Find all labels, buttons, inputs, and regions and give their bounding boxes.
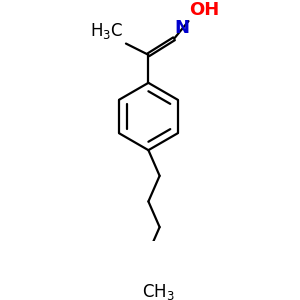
- Text: OH: OH: [189, 1, 220, 19]
- Text: $\mathregular{CH_3}$: $\mathregular{CH_3}$: [142, 282, 174, 300]
- Text: N: N: [175, 19, 190, 37]
- Text: $\mathregular{H_3C}$: $\mathregular{H_3C}$: [90, 21, 124, 41]
